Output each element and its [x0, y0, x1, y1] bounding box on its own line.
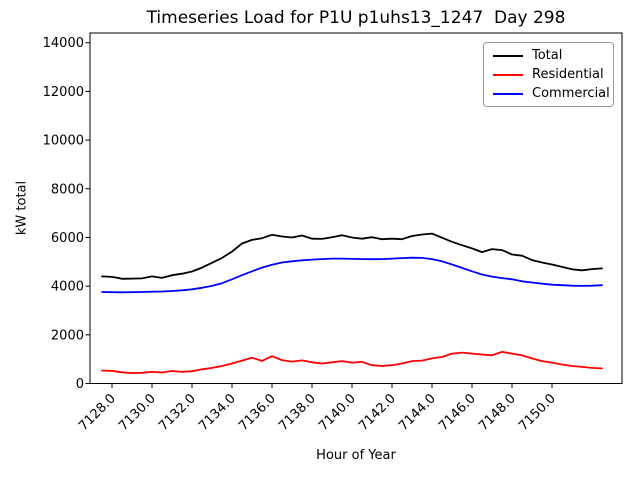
x-axis-label: Hour of Year: [316, 448, 396, 463]
x-tick-label: 7134.0: [196, 391, 239, 434]
legend-item-residential: Residential: [493, 68, 609, 81]
x-tick-label: 7146.0: [436, 391, 479, 434]
x-tick-label: 7148.0: [476, 391, 519, 434]
y-tick-label: 10000: [43, 134, 84, 149]
y-tick-label: 12000: [43, 85, 84, 100]
legend-item-total: Total: [493, 49, 609, 62]
legend-label: Total: [532, 48, 563, 63]
legend-label: Commercial: [532, 86, 610, 101]
chart-title: Timeseries Load for P1U p1uhs13_1247 Day…: [146, 8, 566, 28]
axes-frame: [89, 32, 623, 384]
legend-line-icon: [493, 73, 523, 76]
legend-line-icon: [493, 54, 523, 57]
y-tick-label: 0: [76, 377, 84, 392]
legend-item-commercial: Commercial: [493, 86, 610, 101]
legend-line-icon: [493, 92, 523, 95]
y-tick-label: 2000: [51, 328, 84, 343]
series-line-total: [101, 232, 603, 280]
x-tick-label: 7132.0: [156, 391, 199, 434]
x-tick-label: 7138.0: [276, 391, 319, 434]
series-line-residential: [101, 350, 603, 374]
x-tick-label: 7130.0: [116, 391, 159, 434]
series-line-commercial: [101, 256, 603, 294]
x-tick-label: 7144.0: [396, 391, 439, 434]
x-tick-label: 7128.0: [76, 391, 119, 434]
y-tick-label: 6000: [51, 231, 84, 246]
legend-label: Residential: [532, 67, 604, 82]
y-tick-label: 8000: [51, 182, 84, 197]
x-tick-label: 7136.0: [236, 391, 279, 434]
x-tick-label: 7150.0: [516, 391, 559, 434]
y-tick-label: 14000: [43, 36, 84, 51]
x-tick-label: 7140.0: [316, 391, 359, 434]
legend: Total Residential Commercial: [483, 42, 614, 107]
y-axis-label: kW total: [14, 180, 30, 236]
x-tick-label: 7142.0: [356, 391, 399, 434]
y-tick-label: 4000: [51, 280, 84, 295]
